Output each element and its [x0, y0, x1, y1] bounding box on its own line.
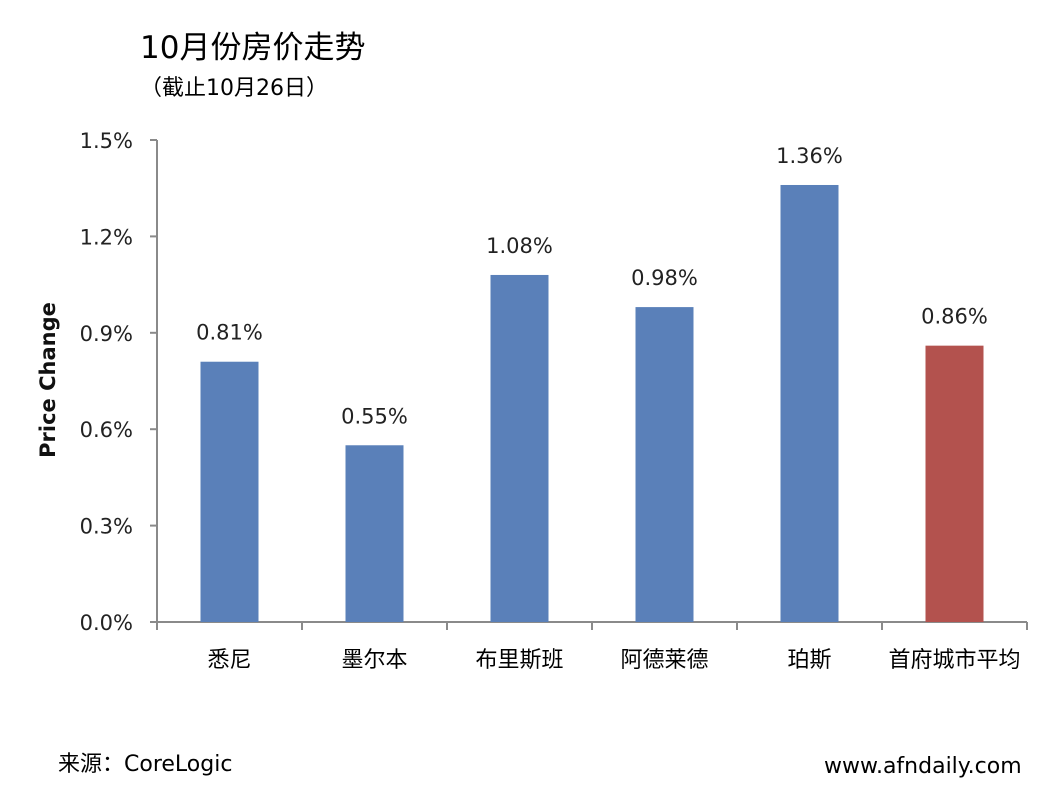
bar-5 [925, 345, 984, 622]
chart-subtitle: （截止10月26日） [140, 76, 328, 101]
data-label: 1.36% [776, 144, 843, 168]
chart-title: 10月份房价走势 [140, 30, 366, 66]
bar-2 [490, 274, 549, 622]
category-label: 布里斯班 [475, 648, 563, 673]
y-tick-label: 0.9% [80, 322, 133, 346]
y-tick-label: 0.6% [80, 418, 133, 442]
data-label: 1.08% [486, 234, 553, 258]
y-axis-title: Price Change [36, 302, 60, 458]
data-label: 0.98% [631, 266, 698, 290]
category-label: 珀斯 [787, 648, 831, 673]
y-tick-label: 1.5% [80, 129, 133, 153]
data-label: 0.86% [921, 305, 988, 329]
source-note: 来源：CoreLogic [58, 752, 233, 777]
data-label: 0.81% [196, 321, 263, 345]
y-tick-label: 0.0% [80, 611, 133, 635]
category-label: 悉尼 [207, 648, 251, 673]
category-label: 首府城市平均 [888, 648, 1020, 673]
data-labels: 0.81% 0.55% 1.08% 0.98% 1.36% 0.86% [196, 144, 988, 428]
bar-4 [780, 184, 839, 622]
category-label: 阿德莱德 [620, 648, 708, 673]
bar-0 [200, 361, 259, 622]
y-axis: 0.0% 0.3% 0.6% 0.9% 1.2% 1.5% [80, 129, 158, 635]
website-url: www.afndaily.com [824, 754, 1022, 779]
y-tick-label: 1.2% [80, 225, 133, 249]
data-label: 0.55% [341, 404, 408, 428]
bars [200, 184, 984, 622]
bar-3 [635, 307, 694, 622]
y-tick-label: 0.3% [80, 515, 133, 539]
category-label: 墨尔本 [341, 648, 407, 673]
x-axis: 悉尼 墨尔本 布里斯班 阿德莱德 珀斯 首府城市平均 [156, 621, 1028, 673]
bar-1 [345, 445, 404, 622]
